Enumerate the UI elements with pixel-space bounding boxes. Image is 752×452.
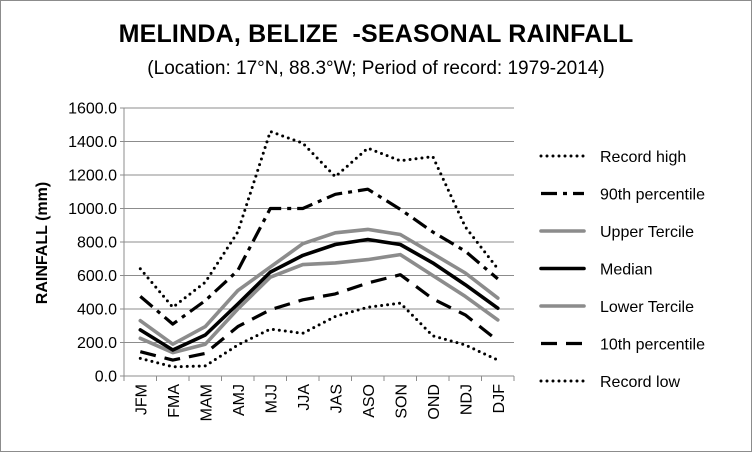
y-tick-labels: 0.0 200.0 400.0 600.0 800.0 1000.0 1200.0 1400.… — [68, 101, 117, 386]
legend-label: Record low — [600, 374, 680, 391]
axes — [120, 107, 515, 381]
x-tick-label: MAM — [198, 384, 215, 421]
x-tick-label: MJJ — [263, 384, 280, 413]
series-line-record-high — [138, 130, 500, 309]
series-line-upper-tercile — [138, 227, 500, 346]
y-tick-label: 1600.0 — [68, 101, 117, 118]
legend-label: Upper Tercile — [600, 224, 694, 241]
series-line-10th-percentile — [139, 273, 499, 362]
legend-label: Lower Tercile — [600, 299, 694, 316]
x-tick-labels: JFM FMA MAM AMJ MJJ JJA JAS ASO SON OND NDJ DJF — [133, 384, 508, 422]
x-tick-label: DJF — [491, 384, 508, 414]
x-tick-label: JFM — [133, 384, 150, 415]
series-line-lower-tercile — [138, 252, 500, 355]
x-tick-label: AMJ — [231, 384, 248, 416]
x-tick-label: FMA — [166, 384, 183, 418]
legend-label: 90th percentile — [600, 187, 705, 204]
x-tick-label: SON — [393, 384, 410, 419]
y-tick-label: 1400.0 — [68, 134, 117, 151]
x-tick-label: NDJ — [458, 384, 475, 415]
x-tick-label: JJA — [296, 384, 313, 411]
x-tick-label: ASO — [361, 384, 378, 418]
chart-subtitle: (Location: 17°N, 88.3°W; Period of recor… — [147, 58, 605, 79]
y-tick-label: 1200.0 — [68, 168, 117, 185]
legend-label: Record high — [600, 149, 686, 166]
y-tick-label: 600.0 — [77, 268, 117, 285]
series-line-record-low — [138, 301, 500, 369]
series-line-90th-percentile — [139, 187, 499, 326]
legend-label: 10th percentile — [600, 337, 705, 354]
y-tick-label: 1000.0 — [68, 201, 117, 218]
chart-title: MELINDA, BELIZE -SEASONAL RAINFALL — [118, 20, 634, 48]
y-tick-label: 200.0 — [77, 335, 117, 352]
legend: Record high 90th percentile Upper Tercile M… — [539, 149, 705, 391]
y-tick-label: 0.0 — [95, 369, 117, 386]
x-tick-label: JAS — [328, 384, 345, 413]
y-axis-label: RAINFALL (mm) — [34, 182, 51, 304]
series-line-median — [138, 237, 500, 352]
y-tick-label: 400.0 — [77, 302, 117, 319]
x-tick-label: OND — [426, 384, 443, 420]
y-tick-label: 800.0 — [77, 235, 117, 252]
gridlines — [124, 107, 514, 343]
series-lines — [138, 130, 500, 369]
legend-label: Median — [600, 262, 652, 279]
